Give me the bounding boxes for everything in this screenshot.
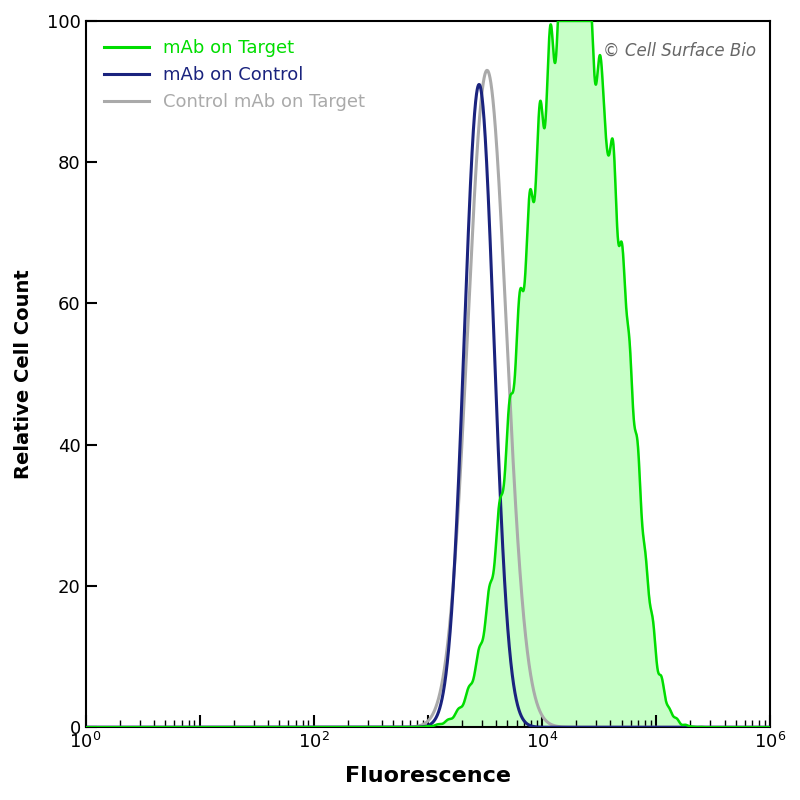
Text: © Cell Surface Bio: © Cell Surface Bio xyxy=(603,42,756,60)
X-axis label: Fluorescence: Fluorescence xyxy=(345,766,510,786)
Legend: mAb on Target, mAb on Control, Control mAb on Target: mAb on Target, mAb on Control, Control m… xyxy=(94,30,374,120)
Y-axis label: Relative Cell Count: Relative Cell Count xyxy=(14,269,33,479)
